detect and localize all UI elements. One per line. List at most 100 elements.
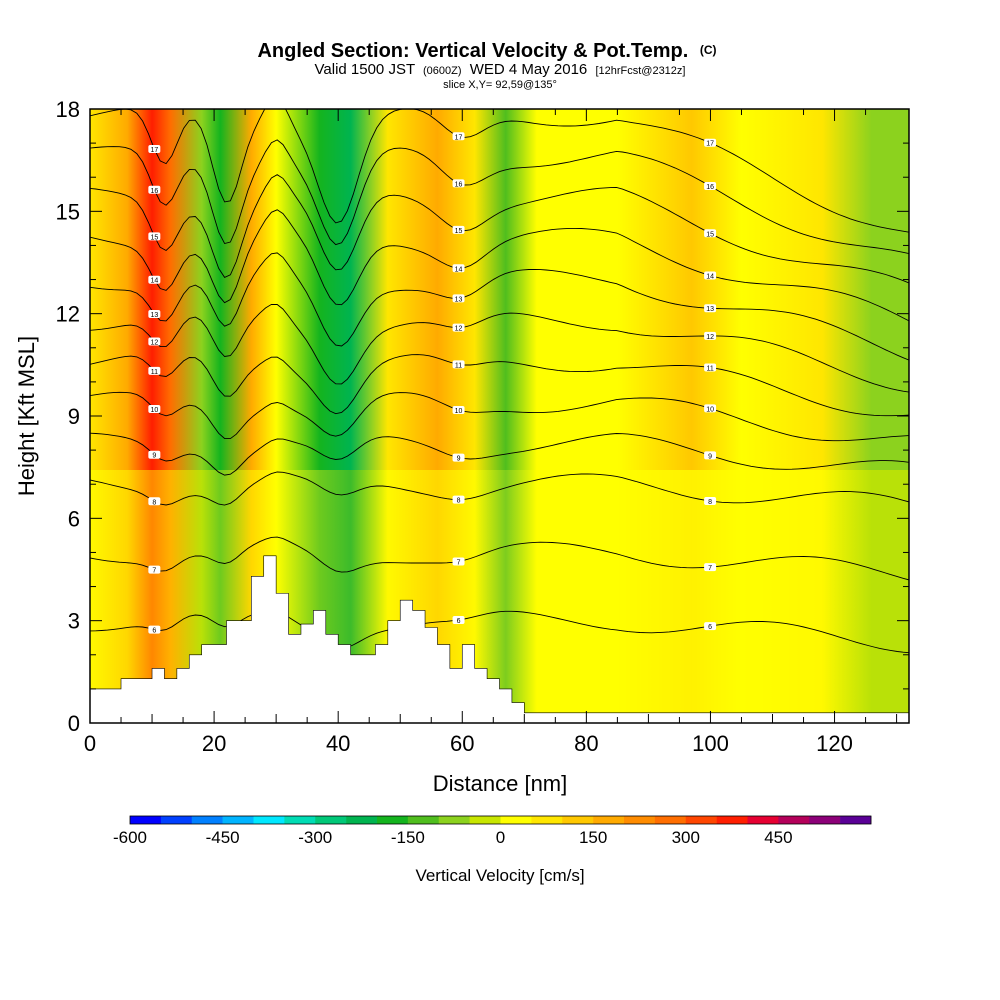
isentrope-label: 17 bbox=[452, 132, 465, 141]
colorbar-tick-label: -450 bbox=[206, 828, 240, 847]
subtitle-forecast: [12hrFcst@2312z] bbox=[595, 65, 685, 77]
svg-text:8: 8 bbox=[708, 499, 712, 506]
x-tick-label: 100 bbox=[692, 731, 729, 756]
svg-text:16: 16 bbox=[706, 184, 714, 191]
isentrope-contour bbox=[90, 536, 909, 581]
colorbar-swatch bbox=[716, 816, 748, 824]
potential-temperature-contours: 17 17 17 16 16 16 15 15 15 14 14 14 13 13 13 12 12 12 11 11… bbox=[90, 109, 909, 654]
y-tick-label: 6 bbox=[68, 506, 80, 531]
isentrope-label: 14 bbox=[452, 264, 465, 273]
colorbar-swatch bbox=[130, 816, 162, 824]
y-axis: 0 3 6 9 12 15 18 bbox=[56, 97, 909, 736]
colorbar-swatch bbox=[562, 816, 594, 824]
colorbar-swatch bbox=[840, 816, 872, 824]
isentrope-label: 14 bbox=[148, 275, 161, 285]
y-tick-label: 9 bbox=[68, 404, 80, 429]
isentrope-label: 14 bbox=[704, 271, 717, 280]
colorbar-swatch bbox=[253, 816, 285, 824]
svg-text:6: 6 bbox=[708, 624, 712, 631]
isentrope-label: 7 bbox=[704, 563, 717, 572]
isentrope-label: 8 bbox=[704, 496, 717, 506]
colorbar-swatch bbox=[685, 816, 717, 824]
chart-title-suffix: (C) bbox=[700, 43, 717, 57]
colorbar-tick-label: 300 bbox=[672, 828, 700, 847]
svg-text:15: 15 bbox=[455, 228, 463, 235]
svg-text:17: 17 bbox=[150, 147, 158, 154]
y-tick-label: 15 bbox=[56, 199, 80, 224]
isentrope-label: 6 bbox=[704, 622, 717, 631]
isentrope-label: 15 bbox=[148, 232, 161, 241]
svg-text:14: 14 bbox=[150, 278, 158, 285]
isentrope-label: 7 bbox=[452, 557, 465, 566]
svg-text:7: 7 bbox=[152, 568, 156, 575]
isentrope-label: 16 bbox=[452, 179, 465, 188]
colorbar-tick-label: -600 bbox=[113, 828, 147, 847]
svg-text:10: 10 bbox=[455, 408, 463, 415]
svg-text:6: 6 bbox=[457, 618, 461, 625]
isentrope-contour bbox=[90, 209, 909, 322]
chart-subtitle: Valid 1500 JST (0600Z) WED 4 May 2016 [1… bbox=[315, 61, 686, 78]
x-axis-label: Distance [nm] bbox=[433, 771, 568, 796]
x-tick-label: 20 bbox=[202, 731, 226, 756]
svg-text:13: 13 bbox=[706, 306, 714, 313]
isentrope-label: 6 bbox=[452, 615, 465, 625]
svg-text:11: 11 bbox=[455, 362, 462, 369]
colorbar-swatch bbox=[624, 816, 656, 824]
svg-text:6: 6 bbox=[152, 628, 156, 635]
isentrope-label: 11 bbox=[452, 360, 465, 369]
svg-text:12: 12 bbox=[455, 326, 463, 333]
svg-text:10: 10 bbox=[706, 406, 714, 413]
isentrope-label: 13 bbox=[704, 304, 717, 313]
isentrope-label: 9 bbox=[148, 450, 161, 460]
svg-text:7: 7 bbox=[708, 565, 712, 572]
isentrope-label: 12 bbox=[704, 331, 717, 341]
x-tick-label: 0 bbox=[84, 731, 96, 756]
isentrope-label: 10 bbox=[452, 405, 465, 415]
svg-text:16: 16 bbox=[455, 181, 463, 188]
svg-text:13: 13 bbox=[455, 296, 463, 303]
colorbar-swatch bbox=[438, 816, 470, 824]
plot-area: 17 17 17 16 16 16 15 15 15 14 14 14 13 13 13 12 12 12 11 11… bbox=[90, 109, 909, 723]
svg-text:17: 17 bbox=[706, 141, 714, 148]
isentrope-label: 17 bbox=[704, 138, 717, 148]
isentrope-contour bbox=[90, 252, 909, 361]
colorbar-swatch bbox=[346, 816, 378, 824]
svg-text:16: 16 bbox=[150, 188, 158, 195]
svg-text:7: 7 bbox=[457, 559, 461, 566]
colorbar-frame bbox=[129, 815, 872, 825]
x-axis: 0 20 40 60 80 100 120 bbox=[84, 109, 898, 756]
slice-label: slice X,Y= 92,59@135° bbox=[443, 79, 557, 91]
x-tick-label: 60 bbox=[450, 731, 474, 756]
colorbar-tick-label: 150 bbox=[579, 828, 607, 847]
svg-text:14: 14 bbox=[455, 266, 463, 273]
isentrope-label: 9 bbox=[704, 451, 717, 460]
isentrope-label: 9 bbox=[452, 453, 465, 463]
colorbar-swatch bbox=[593, 816, 625, 824]
y-tick-label: 3 bbox=[68, 609, 80, 634]
colorbar-tick-label: -150 bbox=[391, 828, 425, 847]
colorbar-swatch bbox=[809, 816, 841, 824]
subtitle-zulu: (0600Z) bbox=[423, 65, 462, 77]
colorbar-swatch bbox=[315, 816, 347, 824]
x-tick-label: 120 bbox=[816, 731, 853, 756]
colorbar-swatch bbox=[191, 816, 223, 824]
isentrope-contour bbox=[90, 139, 909, 255]
isentrope-contour bbox=[90, 432, 909, 476]
svg-text:15: 15 bbox=[706, 231, 714, 238]
isentrope-contour bbox=[90, 303, 909, 393]
isentrope-label: 12 bbox=[452, 323, 465, 333]
svg-text:12: 12 bbox=[150, 340, 158, 347]
colorbar-swatch bbox=[469, 816, 501, 824]
y-axis-label: Height [Kft MSL] bbox=[14, 336, 39, 496]
isentrope-label: 11 bbox=[704, 363, 717, 372]
colorbar: -600 -450 -300 -150 0 150 300 450 bbox=[113, 815, 872, 847]
isentrope-label: 6 bbox=[148, 625, 161, 635]
svg-text:8: 8 bbox=[152, 499, 156, 506]
subtitle-date: WED 4 May 2016 bbox=[470, 61, 588, 78]
isentrope-contour bbox=[90, 109, 909, 233]
colorbar-swatch bbox=[222, 816, 254, 824]
isentrope-label: 16 bbox=[704, 182, 717, 191]
colorbar-tick-label: 0 bbox=[496, 828, 505, 847]
isentrope-label: 12 bbox=[148, 337, 161, 347]
